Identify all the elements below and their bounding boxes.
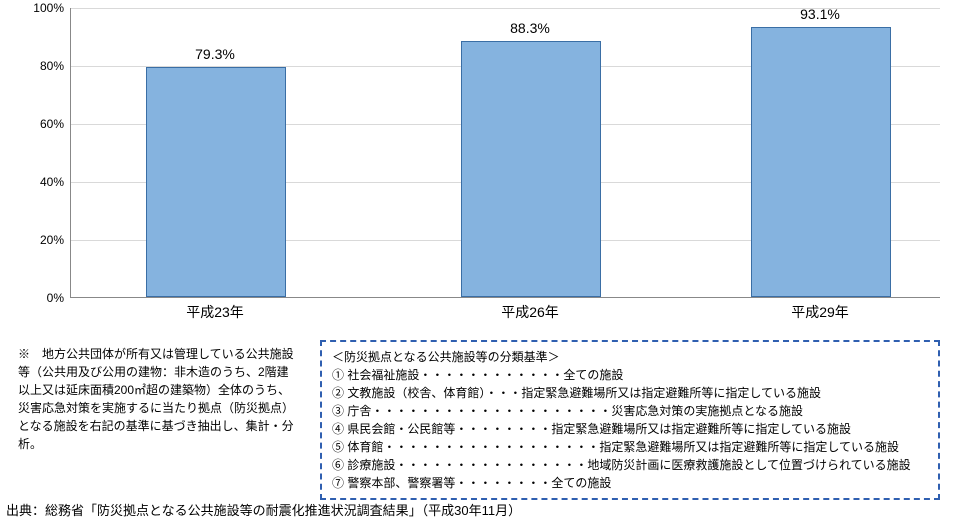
bar-value-label: 93.1%	[770, 6, 870, 22]
classification-line: ② 文教施設（校舎、体育館）・・・指定緊急避難場所又は指定避難所等に指定している…	[332, 384, 928, 402]
bar-value-label: 79.3%	[165, 46, 265, 62]
classification-line: ⑥ 診療施設・・・・・・・・・・・・・・・・地域防災計画に医療救護施設として位置…	[332, 456, 928, 474]
y-tick-label: 40%	[4, 175, 64, 189]
classification-line: ③ 庁舎・・・・・・・・・・・・・・・・・・・・災害応急対策の実施拠点となる施設	[332, 402, 928, 420]
y-tick-label: 100%	[4, 1, 64, 15]
classification-line: ⑤ 体育館・・・・・・・・・・・・・・・・・・指定緊急避難場所又は指定避難所等に…	[332, 438, 928, 456]
source-citation: 出典：総務省「防災拠点となる公共施設等の耐震化推進状況調査結果」（平成30年11…	[6, 500, 521, 519]
classification-line: ① 社会福祉施設・・・・・・・・・・・・全ての施設	[332, 366, 928, 384]
bar-value-label: 88.3%	[480, 20, 580, 36]
y-tick-label: 80%	[4, 59, 64, 73]
x-category-label: 平成26年	[455, 302, 605, 322]
x-category-label: 平成29年	[745, 302, 895, 322]
bar-chart: 0%20%40%60%80%100%79.3%平成23年88.3%平成26年93…	[70, 8, 940, 318]
classification-line: ④ 県民会館・公民館等・・・・・・・・指定緊急避難場所又は指定避難所等に指定して…	[332, 420, 928, 438]
y-tick-label: 60%	[4, 117, 64, 131]
bar	[146, 67, 286, 297]
y-tick-label: 20%	[4, 233, 64, 247]
footnote-left: ※ 地方公共団体が所有又は管理している公共施設等（公共用及び公用の建物：非木造の…	[18, 345, 298, 453]
bar	[461, 41, 601, 297]
x-category-label: 平成23年	[140, 302, 290, 322]
classification-box: ＜防災拠点となる公共施設等の分類基準＞ ① 社会福祉施設・・・・・・・・・・・・…	[320, 340, 940, 500]
classification-title: ＜防災拠点となる公共施設等の分類基準＞	[332, 348, 928, 366]
classification-line: ⑦ 警察本部、警察署等・・・・・・・・全ての施設	[332, 474, 928, 492]
bar	[751, 27, 891, 297]
y-tick-label: 0%	[4, 291, 64, 305]
